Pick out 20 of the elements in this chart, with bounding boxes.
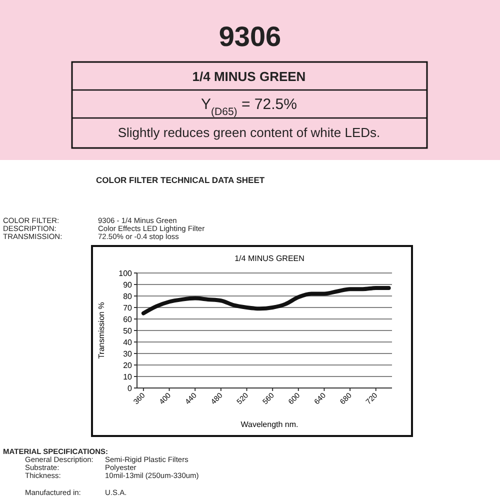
line-series bbox=[141, 286, 391, 316]
y-tick-label: 30 bbox=[123, 349, 133, 358]
y-tick-label: 10 bbox=[123, 372, 133, 382]
y-tick-label: 50 bbox=[123, 326, 133, 336]
text: Y$_{(D65)}$ = 72.5% bbox=[201, 96, 297, 118]
y-tick-label: 70 bbox=[123, 303, 133, 312]
y-tick-label: 100 bbox=[118, 268, 133, 278]
y-tick-label: 60 bbox=[123, 314, 133, 324]
text: 1/4 MINUS GREEN bbox=[192, 69, 306, 84]
y-axis-title: Transmission % bbox=[97, 302, 106, 359]
y-tick-label: 20 bbox=[123, 360, 133, 370]
y-tick-label: 0 bbox=[128, 384, 133, 393]
text: Slightly reduces green content of white LEDs. bbox=[118, 125, 380, 140]
text: COLOR FILTER TECHNICAL DATA SHEET bbox=[96, 175, 266, 185]
chart-title: 1/4 MINUS GREEN bbox=[234, 254, 305, 263]
text: 9306 bbox=[218, 21, 282, 52]
y-tick-label: 80 bbox=[123, 292, 133, 301]
x-axis-title: Wavelength nm. bbox=[240, 420, 298, 429]
y-tick-label: 40 bbox=[123, 338, 133, 347]
y-tick-label: 90 bbox=[123, 280, 133, 290]
